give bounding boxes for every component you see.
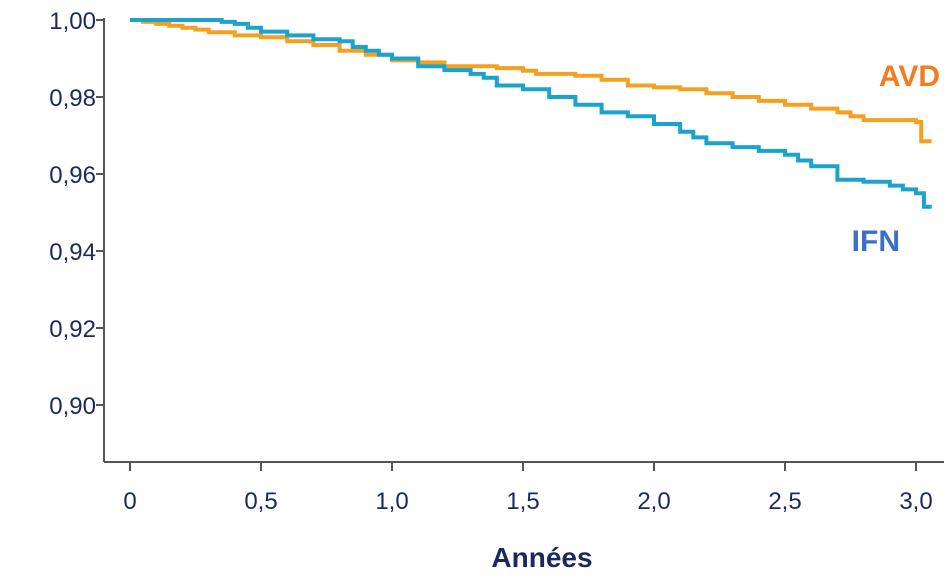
x-tick-label: 3,0 xyxy=(899,488,932,515)
series-line-avd xyxy=(130,18,932,144)
y-tick-label: 1,00 xyxy=(49,8,96,35)
x-tick-label: 0 xyxy=(123,488,136,515)
y-tick-label: 0,92 xyxy=(49,316,96,343)
x-tick-label: 0,5 xyxy=(244,488,277,515)
y-tick-label: 0,98 xyxy=(49,85,96,112)
series-label-avd: AVD xyxy=(879,60,940,93)
x-tick-label: 2,0 xyxy=(637,488,670,515)
series-lines xyxy=(130,18,932,209)
x-ticks: 0 0,5 1,0 1,5 2,0 2,5 3,0 xyxy=(123,462,933,515)
x-axis-title: Années xyxy=(491,542,592,573)
y-tick-label: 0,94 xyxy=(49,239,96,266)
series-labels: AVD IFN xyxy=(852,60,940,258)
series-label-ifn: IFN xyxy=(852,225,900,258)
y-tick-label: 0,90 xyxy=(49,393,96,420)
x-tick-label: 1,0 xyxy=(375,488,408,515)
y-tick-label: 0,96 xyxy=(49,162,96,189)
x-tick-label: 1,5 xyxy=(506,488,539,515)
series-line-ifn xyxy=(130,18,932,209)
x-tick-label: 2,5 xyxy=(768,488,801,515)
y-ticks: 1,00 0,98 0,96 0,94 0,92 0,90 xyxy=(49,8,104,420)
